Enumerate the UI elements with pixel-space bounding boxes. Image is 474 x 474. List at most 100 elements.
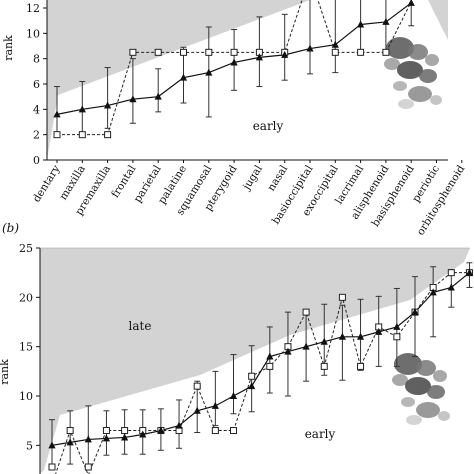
triangle-point-a-14 [407, 0, 415, 6]
skeleton-image-a-part-0 [386, 37, 414, 59]
triangle-point-b-19 [393, 322, 401, 330]
region-label-late-b: late [129, 319, 152, 333]
triangle-point-a-9 [281, 50, 289, 58]
square-point-a-4 [154, 48, 162, 56]
skeleton-image-b-part-8 [406, 415, 422, 425]
triangle-point-a-10 [306, 44, 314, 52]
y-tick-label-a-4: 8 [33, 53, 40, 66]
square-point-b-15 [320, 362, 328, 370]
y-tick-label-b-3: 20 [19, 291, 33, 304]
triangle-point-b-20 [411, 308, 419, 316]
square-point-b-11 [248, 372, 256, 380]
skeleton-image-b-part-1 [416, 360, 436, 376]
triangle-point-b-7 [175, 421, 183, 429]
skeleton-image-b-part-7 [438, 411, 450, 421]
skeleton-image-a-part-2 [384, 58, 400, 70]
triangle-point-b-8 [193, 406, 201, 414]
y-tick-label-b-2: 15 [19, 341, 33, 354]
skeleton-image-a [384, 37, 442, 109]
series-line-triangles-b [51, 272, 470, 446]
skeleton-image-b-part-5 [401, 397, 415, 407]
square-point-a-13 [382, 48, 390, 56]
region-label-early-a: early [253, 119, 284, 133]
triangle-point-a-2 [104, 101, 112, 109]
triangle-point-b-23 [465, 268, 474, 276]
late-region [47, 0, 310, 160]
square-point-a-2 [104, 131, 112, 139]
skeleton-image-a-part-3 [397, 61, 423, 79]
triangle-point-b-10 [229, 392, 238, 399]
panel-label-b: (b) [2, 221, 19, 235]
y-tick-label-a-0: 0 [33, 154, 40, 167]
panel-a: 024681012rankearlydentarymaxillapremaxil… [2, 0, 467, 238]
y-tick-label-a-3: 6 [33, 78, 40, 91]
y-tick-label-a-6: 12 [26, 2, 40, 15]
late-region-corner [428, 0, 448, 40]
triangle-point-b-14 [302, 342, 310, 350]
square-point-b-9 [211, 427, 219, 435]
square-point-a-0 [53, 131, 61, 139]
skeleton-image-b-part-4 [427, 385, 445, 399]
triangle-point-a-3 [129, 95, 137, 103]
x-tick-label-a-9: nasal [265, 163, 290, 194]
triangle-point-b-6 [157, 426, 165, 434]
triangle-point-a-12 [357, 20, 365, 28]
triangle-point-b-17 [356, 332, 365, 340]
square-point-b-3 [102, 427, 110, 435]
skeleton-image-a-part-8 [398, 99, 414, 109]
y-axis-label-a: rank [2, 35, 15, 61]
skeleton-image-b-part-2 [392, 374, 408, 386]
triangle-point-b-11 [248, 382, 256, 390]
square-point-b-1 [66, 427, 74, 435]
triangle-point-b-18 [375, 327, 383, 335]
square-point-b-8 [193, 382, 201, 390]
square-point-a-12 [357, 48, 365, 56]
triangle-point-b-13 [284, 347, 292, 355]
error-bar-b-1 [67, 410, 74, 465]
skeleton-image-b-part-6 [416, 402, 440, 418]
square-point-a-5 [180, 48, 187, 56]
error-bar-b-10 [230, 354, 237, 415]
late-region-b [40, 248, 470, 474]
skeleton-image-a-part-1 [408, 44, 428, 60]
triangle-point-a-13 [382, 17, 390, 25]
y-tick-label-b-4: 25 [19, 242, 33, 255]
skeleton-image-a-part-9 [425, 54, 439, 66]
error-bar-b-2 [85, 405, 92, 465]
skeleton-image-b-part-9 [433, 370, 447, 382]
triangle-point-b-3 [102, 434, 111, 442]
triangle-point-b-21 [429, 288, 437, 296]
error-bar-b-12 [266, 326, 273, 394]
square-point-b-19 [393, 333, 401, 341]
triangle-point-b-9 [211, 401, 219, 409]
square-point-b-0 [48, 463, 56, 471]
square-point-b-17 [357, 362, 365, 370]
error-bar-a-3 [129, 58, 136, 124]
square-point-a-6 [205, 48, 213, 56]
triangle-point-b-2 [84, 435, 92, 443]
triangle-point-b-4 [121, 433, 129, 441]
square-point-a-11 [331, 48, 339, 56]
triangle-point-b-1 [66, 438, 74, 446]
error-bar-b-20 [412, 276, 418, 358]
triangle-point-a-0 [53, 110, 61, 118]
panel-b: (b) 5 10 15 20 25 rank late early [0, 221, 474, 474]
region-label-early-b: early [305, 427, 336, 441]
skeleton-image-b [392, 353, 450, 425]
error-bar-a-4 [155, 68, 162, 113]
error-bar-b-9 [212, 370, 219, 427]
y-tick-label-a-2: 4 [33, 103, 40, 116]
square-point-b-16 [338, 293, 346, 301]
y-tick-label-b-1: 10 [19, 390, 33, 403]
triangle-point-a-7 [230, 58, 238, 66]
square-point-b-12 [266, 362, 274, 370]
y-tick-label-a-5: 10 [26, 27, 40, 40]
square-point-b-4 [121, 427, 129, 435]
error-bar-a-2 [104, 67, 111, 129]
y-tick-label-a-1: 2 [33, 129, 40, 142]
triangle-point-a-5 [179, 73, 188, 81]
skeleton-image-a-part-5 [393, 81, 407, 91]
error-bar-a-10 [307, 0, 313, 75]
triangle-point-a-6 [205, 68, 213, 76]
